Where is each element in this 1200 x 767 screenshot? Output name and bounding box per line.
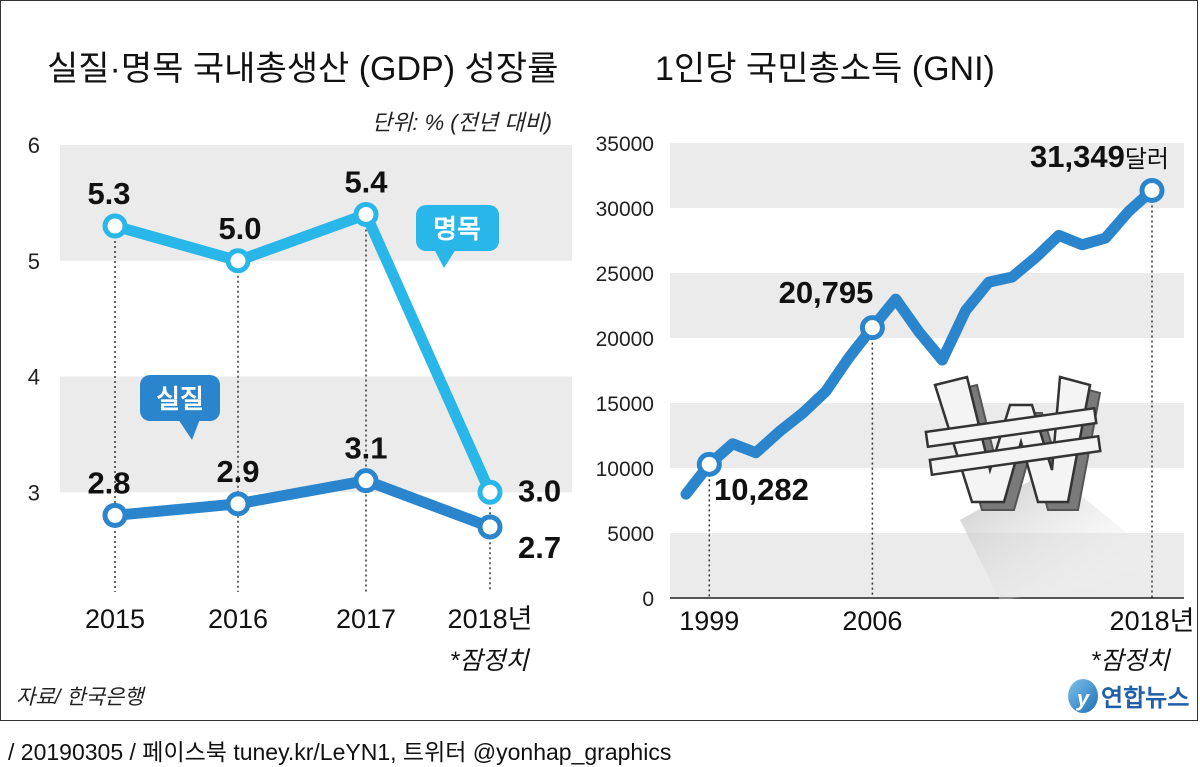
real-legend-label: 실질	[156, 384, 204, 414]
nominal-point	[477, 479, 503, 505]
gdp-y-tick-label: 3	[28, 480, 40, 505]
real-point	[477, 514, 503, 540]
real-value-label: 2.7	[518, 530, 561, 565]
nominal-legend-label: 명목	[433, 214, 481, 244]
real-value-label: 2.9	[216, 454, 259, 489]
gni-y-tick-label: 30000	[596, 198, 654, 221]
gni-y-tick-label: 5000	[607, 523, 654, 546]
real-point	[102, 502, 128, 528]
gni-y-tick-label: 10000	[596, 458, 654, 481]
gdp-y-tick-label: 6	[28, 133, 40, 158]
logo-text: 연합뉴스	[1101, 685, 1189, 712]
gni-y-tick-label: 25000	[596, 263, 654, 286]
gdp-data-labels: 5.3 5.0 5.4 3.0 2.8 2.9 3.1 2.7	[87, 164, 561, 565]
nominal-point	[353, 201, 379, 227]
logo-mark-glyph: y	[1076, 686, 1091, 711]
gni-series-line	[680, 184, 1158, 500]
gni-point	[859, 315, 885, 341]
gni-x-tick-label: 2018년	[1110, 606, 1195, 636]
gni-band	[670, 143, 1184, 208]
footer-credit: / 20190305 / 페이스북 tuney.kr/LeYN1, 트위터 @y…	[8, 739, 672, 765]
gdp-x-tick-label: 2015	[85, 604, 145, 634]
gdp-provisional-note: *잠정치	[450, 647, 531, 675]
gni-value-label: 10,282	[714, 472, 809, 507]
real-value-label: 2.8	[87, 465, 130, 500]
gdp-y-axis: 6 5 4 3	[28, 133, 40, 505]
gni-x-tick-label: 2006	[842, 606, 902, 636]
gdp-guide-lines	[114, 214, 491, 592]
gdp-x-axis: 2015 2016 2017 2018년	[85, 604, 532, 634]
gdp-chart-title: 실질·명목 국내총생산 (GDP) 성장률	[47, 50, 558, 88]
gni-chart-title: 1인당 국민총소득 (GNI)	[655, 50, 995, 88]
infographic-frame	[0, 0, 1198, 721]
gdp-y-tick-label: 5	[28, 249, 40, 274]
real-point	[353, 468, 379, 494]
nominal-point	[225, 248, 251, 274]
nominal-value-label: 3.0	[518, 473, 561, 508]
won-sign-illustration	[924, 375, 1160, 600]
gdp-points	[102, 201, 503, 540]
gdp-y-tick-label: 4	[28, 365, 40, 390]
real-growth-line	[109, 475, 496, 533]
real-value-label: 3.1	[344, 431, 387, 466]
gdp-grid-bands	[60, 145, 572, 493]
gni-y-tick-label: 35000	[596, 133, 654, 156]
gni-x-tick-label: 1999	[679, 606, 739, 636]
gni-y-tick-label: 20000	[596, 328, 654, 351]
real-legend-callout: 실질	[140, 375, 220, 440]
gdp-unit-note: 단위: % (전년 대비)	[372, 110, 552, 135]
nominal-value-label: 5.0	[218, 211, 261, 246]
gdp-series-lines	[109, 208, 496, 533]
nominal-value-label: 5.4	[344, 164, 388, 199]
nominal-point	[102, 213, 128, 239]
gni-x-axis: 1999 2006 2018년	[679, 606, 1194, 636]
gni-points	[696, 177, 1165, 477]
gdp-x-tick-label: 2018년	[448, 604, 533, 634]
gni-chart: 1인당 국민총소득 (GNI) 35000 30000 25000 20000 1500…	[596, 50, 1195, 675]
gni-y-axis: 35000 30000 25000 20000 15000 10000 5000 0	[596, 133, 654, 611]
gdp-x-tick-label: 2017	[336, 604, 396, 634]
nominal-growth-line	[109, 208, 496, 498]
gni-y-tick-label: 15000	[596, 393, 654, 416]
gdp-growth-chart: 실질·명목 국내총생산 (GDP) 성장률 단위: % (전년 대비) 6 5 4 3…	[28, 50, 572, 675]
gni-y-tick-label: 0	[642, 588, 654, 611]
gdp-x-tick-label: 2016	[208, 604, 268, 634]
gni-point	[1139, 177, 1165, 203]
nominal-legend-callout: 명목	[416, 205, 499, 268]
gni-provisional-note: *잠정치	[1091, 647, 1172, 675]
gni-line	[680, 184, 1158, 500]
yonhap-logo: y 연합뉴스	[1068, 679, 1189, 713]
gni-guide-lines	[708, 190, 1153, 598]
gni-value-label: 20,795	[779, 275, 874, 310]
gni-point	[696, 451, 722, 477]
nominal-value-label: 5.3	[87, 176, 130, 211]
gdp-band-3-4	[60, 376, 572, 493]
gni-band	[670, 273, 1184, 338]
source-credit: 자료/ 한국은행	[16, 686, 146, 709]
real-point	[225, 491, 251, 517]
